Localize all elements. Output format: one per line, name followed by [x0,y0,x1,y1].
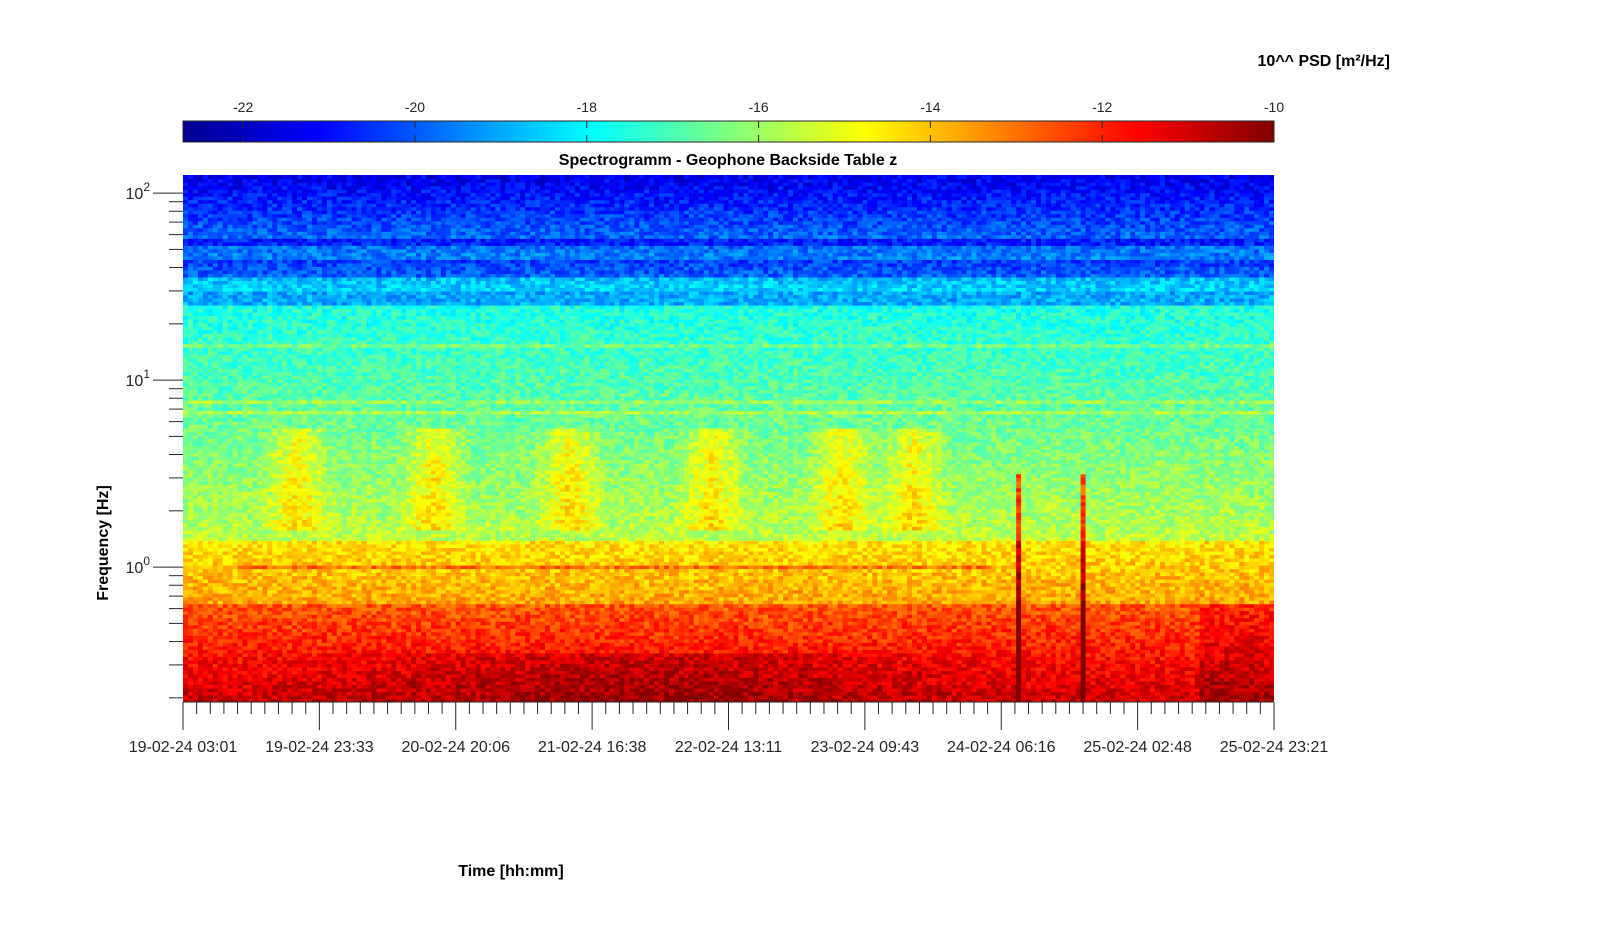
x-axis-label: Time [hh:mm] [458,863,563,880]
x-axis: 19-02-24 03:01 19-02-24 23:33 20-02-24 20:… [129,702,1329,756]
x-tick-label: 19-02-24 23:33 [265,739,374,756]
x-tick-label: 24-02-24 06:16 [947,739,1056,756]
colorbar-tick-label: -10 [1264,99,1284,115]
colorbar-tick-label: -16 [748,99,768,115]
y-tick-label: 101 [126,367,151,390]
y-tick-label: 102 [126,180,151,203]
x-tick-label: 25-02-24 02:48 [1083,739,1192,756]
spectrogram-heatmap [183,175,1275,703]
colorbar-tick-label: -18 [577,99,597,115]
colorbar-label: 10^^ PSD [m²/Hz] [1258,53,1390,70]
x-tick-label: 21-02-24 16:38 [538,739,647,756]
y-tick-label: 100 [126,554,151,577]
colorbar-tick-label: -22 [233,99,253,115]
y-axis-label: Frequency [Hz] [95,485,112,601]
x-tick-label: 20-02-24 20:06 [401,739,510,756]
plot-area: 19-02-24 03:01 19-02-24 23:33 20-02-24 20:… [126,175,1329,756]
x-tick-label: 19-02-24 03:01 [129,739,238,756]
x-tick-label: 23-02-24 09:43 [811,739,920,756]
colorbar-tick-label: -20 [405,99,425,115]
colorbar-tick-label: -12 [1092,99,1112,115]
colorbar: -22 -20 -18 -16 -14 -12 -10 10^^ PSD [m²/Hz] [183,53,1390,142]
x-tick-label: 25-02-24 23:21 [1220,739,1329,756]
colorbar-tick-label: -14 [920,99,940,115]
y-axis: 100 101 102 [126,180,183,698]
colorbar-gradient [183,121,1274,142]
chart-title: Spectrogramm - Geophone Backside Table z [559,152,897,169]
x-tick-label: 22-02-24 13:11 [675,739,782,756]
